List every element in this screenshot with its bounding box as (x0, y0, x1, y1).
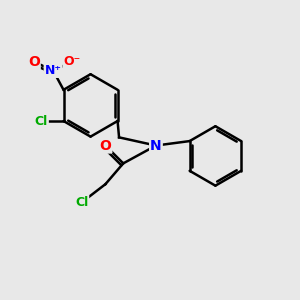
Text: O: O (28, 55, 40, 69)
Text: Cl: Cl (34, 115, 48, 128)
Text: N⁺: N⁺ (45, 64, 61, 77)
Text: O⁻: O⁻ (64, 55, 81, 68)
Text: O: O (100, 139, 111, 152)
Text: N: N (150, 139, 162, 152)
Text: Cl: Cl (75, 196, 88, 208)
